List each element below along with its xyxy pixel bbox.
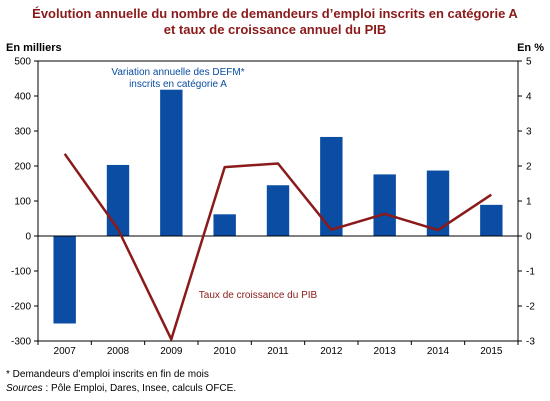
left-axis-tick-label: 200 [14, 162, 31, 173]
footnote: * Demandeurs d’emploi inscrits en fin de… [6, 369, 209, 380]
x-axis-tick-label: 2013 [374, 346, 397, 357]
left-axis-tick-label: -100 [11, 267, 31, 278]
right-axis-tick-label: -3 [526, 337, 535, 348]
bar-2011 [266, 185, 290, 236]
right-axis-tick-label: -2 [526, 302, 535, 313]
right-axis-unit: En % [517, 42, 544, 54]
sources-note: Sources : Pôle Emploi, Dares, Insee, cal… [6, 383, 236, 395]
defm-series-label: Variation annuelle des DEFM* inscrits en … [111, 67, 244, 90]
x-axis-tick-label: 2011 [267, 346, 289, 357]
x-axis-tick-label: 2007 [54, 346, 77, 357]
chart-title-line-2: et taux de croissance annuel du PIB [163, 22, 387, 37]
right-axis-tick-label: 4 [526, 92, 532, 103]
sources-text: : Pôle Emploi, Dares, Insee, calculs OFC… [42, 383, 237, 394]
bar-2010 [213, 214, 236, 236]
x-axis-tick-label: 2010 [214, 346, 237, 357]
x-axis-tick-label: 2012 [320, 346, 343, 357]
right-axis-tick-label: 3 [526, 127, 532, 138]
chart-title: Évolution annuelle du nombre de demandeu… [0, 6, 550, 38]
right-axis-tick-label: 0 [526, 232, 532, 243]
gdp-growth-line [63, 153, 492, 341]
left-axis-tick-label: 400 [14, 92, 31, 103]
right-axis-tick-label: 2 [526, 162, 532, 173]
right-axis-tick-label: -1 [526, 267, 535, 278]
x-axis-tick-label: 2014 [427, 346, 450, 357]
bar-2013 [373, 174, 396, 236]
left-axis-tick-label: 100 [14, 197, 31, 208]
bar-2012 [320, 136, 343, 236]
left-axis-tick-label: 0 [25, 232, 31, 243]
left-axis-unit: En milliers [6, 42, 62, 54]
left-axis-tick-label: -200 [11, 302, 31, 313]
bar-2009 [160, 89, 183, 236]
right-axis-tick-label: 1 [526, 197, 532, 208]
gdp-series-label: Taux de croissance du PIB [199, 290, 318, 301]
right-axis-tick-label: 5 [526, 57, 532, 68]
x-axis-tick-label: 2009 [160, 346, 183, 357]
bar-2015 [480, 204, 503, 236]
bar-2008 [106, 164, 130, 236]
x-axis-tick-label: 2008 [107, 346, 130, 357]
left-axis-tick-label: -300 [11, 337, 31, 348]
left-axis-tick-label: 300 [14, 127, 31, 138]
sources-label: Sources [6, 383, 43, 394]
bar-2007 [53, 236, 76, 324]
left-axis-tick-label: 500 [14, 57, 31, 68]
chart-title-line-1: Évolution annuelle du nombre de demandeu… [32, 6, 518, 21]
bar-2014 [426, 170, 450, 236]
x-axis-tick-label: 2015 [480, 346, 503, 357]
